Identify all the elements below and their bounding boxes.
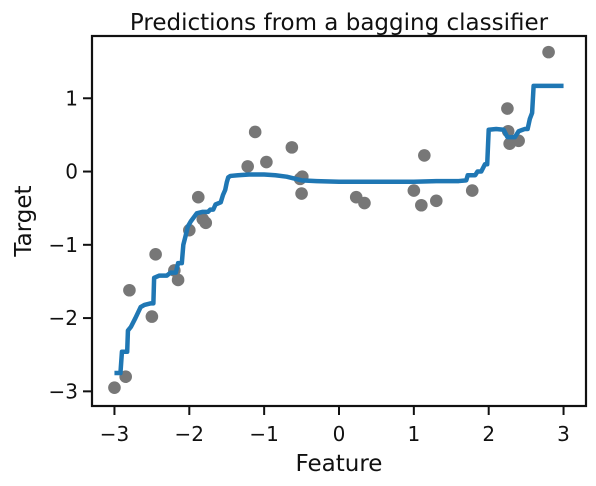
scatter-point xyxy=(418,149,431,162)
x-axis-ticks: −3 −2 −1 0 1 2 3 xyxy=(100,406,570,446)
scatter-point xyxy=(542,45,555,59)
scatter-point xyxy=(149,248,162,261)
scatter-series xyxy=(108,45,555,394)
scatter-point xyxy=(501,102,514,115)
prediction-line xyxy=(114,83,564,376)
scatter-point xyxy=(145,310,159,323)
x-tick-label: −3 xyxy=(100,422,129,446)
y-axis-ticks: −3 −2 −1 0 1 xyxy=(49,86,92,403)
scatter-point xyxy=(260,155,273,169)
scatter-point xyxy=(430,194,443,208)
axes xyxy=(90,34,588,408)
y-tick-label: −3 xyxy=(49,379,78,403)
y-tick-label: −1 xyxy=(49,233,78,257)
scatter-point xyxy=(123,283,136,297)
x-tick-label: −2 xyxy=(175,422,204,446)
scatter-point xyxy=(241,160,254,173)
x-tick-label: 2 xyxy=(482,422,495,446)
scatter-point xyxy=(108,381,121,394)
scatter-point xyxy=(465,184,479,197)
x-axis-label: Feature xyxy=(296,451,383,477)
y-axis-label: Target xyxy=(11,185,37,257)
axes-frame xyxy=(90,34,588,408)
scatter-point xyxy=(199,216,213,230)
x-tick-label: 3 xyxy=(557,422,570,446)
scatter-point xyxy=(295,187,308,200)
plot-area xyxy=(108,45,564,394)
scatter-point xyxy=(171,273,185,287)
y-tick-label: −2 xyxy=(49,306,78,330)
x-tick-label: −1 xyxy=(249,422,278,446)
scatter-point xyxy=(285,141,299,154)
scatter-point xyxy=(191,190,205,204)
x-tick-label: 0 xyxy=(333,422,346,446)
y-tick-label: 0 xyxy=(65,160,78,184)
scatter-point xyxy=(407,184,421,197)
y-tick-label: 1 xyxy=(65,86,78,110)
scatter-point xyxy=(358,196,371,210)
x-tick-label: 1 xyxy=(407,422,420,446)
chart-title: Predictions from a bagging classifier xyxy=(130,10,549,36)
scatter-point xyxy=(248,125,262,139)
scatter-point xyxy=(415,198,428,212)
